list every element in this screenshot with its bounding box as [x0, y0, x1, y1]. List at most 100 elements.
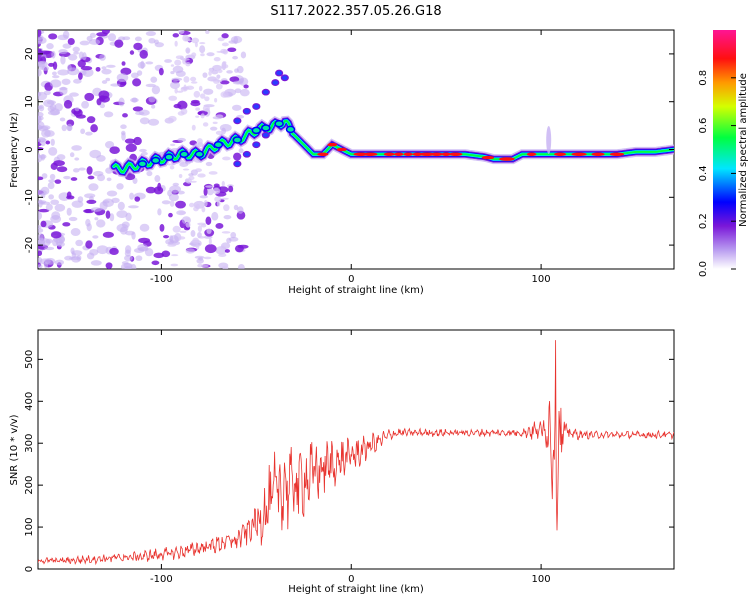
noise-blob [51, 50, 56, 59]
ridge-blob [150, 156, 161, 165]
noise-blob [67, 37, 75, 45]
noise-blob [82, 68, 94, 77]
noise-blob [215, 130, 223, 136]
noise-blob [168, 193, 179, 202]
noise-blob [179, 56, 184, 60]
branch-blob [252, 103, 261, 110]
noise-blob [137, 243, 149, 251]
noise-blob [38, 91, 48, 101]
snr-ytick-label-3: 300 [24, 434, 35, 453]
noise-blob [199, 45, 206, 54]
noise-blob [90, 260, 102, 266]
noise-blob [224, 249, 230, 253]
noise-blob [139, 117, 150, 125]
noise-blob [109, 213, 115, 222]
noise-blob [90, 207, 102, 212]
noise-blob [63, 99, 73, 109]
ridge-blob [261, 124, 271, 132]
noise-blob [190, 101, 201, 107]
noise-blob [96, 32, 108, 37]
noise-blob [84, 92, 95, 102]
ridge-peak [430, 152, 444, 157]
noise-blob [185, 248, 195, 254]
noise-blob [197, 263, 203, 268]
noise-blob [197, 225, 203, 233]
noise-blob [85, 240, 93, 249]
noise-blob [60, 55, 66, 65]
noise-blob [186, 49, 190, 53]
noise-blob [180, 160, 185, 165]
snr-ytick-label-4: 400 [24, 392, 35, 411]
noise-blob [111, 197, 120, 204]
noise-blob [62, 222, 71, 227]
ridge-peak [591, 152, 605, 157]
noise-blob [163, 234, 170, 239]
ridge-peak [609, 152, 625, 157]
noise-blob [95, 67, 101, 72]
noise-blob [46, 43, 54, 50]
noise-blob [76, 255, 82, 261]
spectrogram-xtick-label-2: 100 [532, 274, 551, 285]
noise-blob [161, 250, 171, 258]
noise-blob [185, 217, 190, 221]
noise-blob [239, 88, 250, 97]
branch-blob [252, 141, 261, 149]
noise-blob [185, 61, 191, 67]
noise-blob [151, 104, 156, 109]
noise-blob [118, 97, 125, 107]
noise-blob [84, 208, 92, 213]
noise-blob [177, 137, 186, 142]
noise-blob [124, 254, 133, 262]
snr-ytick-label-1: 100 [24, 518, 35, 537]
ridge-peak [412, 152, 423, 157]
noise-blob [208, 171, 218, 175]
noise-blob [85, 131, 93, 136]
noise-blob [208, 70, 212, 76]
noise-blob [151, 260, 160, 266]
ridge-peak [327, 142, 338, 147]
noise-blob [195, 115, 200, 118]
noise-blob [86, 166, 93, 175]
snr-x-axis-label: Height of straight line (km) [288, 584, 424, 595]
branch-blob [261, 131, 270, 139]
noise-blob [66, 207, 72, 216]
noise-blob [51, 211, 61, 220]
noise-blob [96, 245, 109, 255]
noise-blob [213, 78, 220, 84]
noise-blob [190, 76, 197, 82]
noise-blob [58, 49, 68, 55]
noise-blob [52, 61, 58, 70]
noise-blob [75, 239, 84, 247]
noise-blob [206, 52, 215, 57]
noise-blob [38, 189, 47, 196]
noise-blob [200, 53, 205, 57]
noise-blob [79, 40, 90, 46]
noise-blob [183, 76, 190, 83]
noise-blob [137, 61, 146, 69]
noise-blob [120, 81, 127, 86]
noise-blob [71, 200, 84, 208]
noise-blob [134, 196, 141, 202]
noise-blob [178, 236, 186, 240]
noise-blob [54, 259, 65, 266]
noise-blob [170, 71, 175, 75]
noise-blob [193, 90, 201, 98]
noise-blob [188, 173, 194, 177]
noise-blob [215, 83, 223, 90]
colorbar-tick-label-2: 0.4 [698, 165, 709, 181]
noise-blob [230, 231, 237, 239]
noise-blob [88, 183, 99, 191]
noise-blob [221, 64, 229, 69]
noise-blob [119, 226, 128, 235]
branch-blob [261, 88, 270, 96]
noise-blob [62, 30, 70, 39]
noise-blob [199, 42, 206, 45]
noise-blob [92, 235, 99, 239]
noise-blob [86, 199, 97, 204]
noise-blob [203, 256, 212, 260]
noise-blob [38, 200, 47, 204]
noise-blob [202, 72, 208, 78]
noise-blob [199, 195, 208, 199]
noise-blob [215, 114, 224, 119]
noise-blob [172, 225, 181, 233]
